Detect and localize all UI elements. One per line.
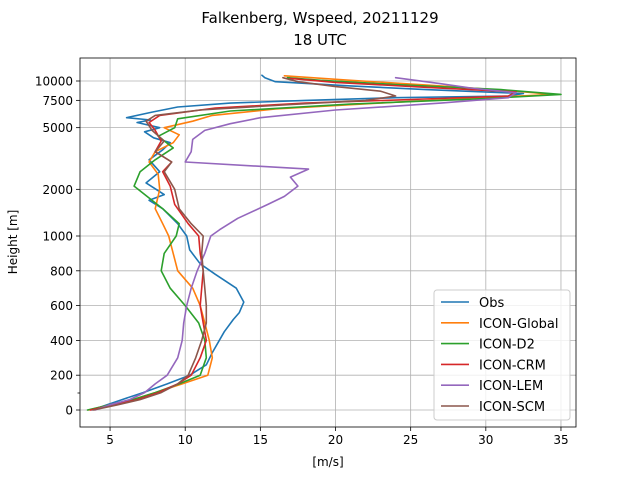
chart-subtitle: 18 UTC bbox=[293, 31, 347, 49]
legend: Obs ICON-Global ICON-D2 ICON-CRM ICON-LEM ICO… bbox=[433, 289, 571, 421]
legend-label-obs: Obs bbox=[479, 296, 504, 311]
x-tick-label: 15 bbox=[253, 433, 268, 447]
legend-label-icon-crm: ICON-CRM bbox=[479, 358, 546, 373]
y-tick-label: 200 bbox=[50, 369, 73, 383]
y-tick-label: 5000 bbox=[42, 121, 73, 135]
y-tick-label: 7500 bbox=[42, 94, 73, 108]
series-layer bbox=[86, 74, 562, 411]
x-tick-label: 25 bbox=[403, 433, 418, 447]
y-tick-label: 600 bbox=[50, 299, 73, 313]
y-tick-label: 0 bbox=[65, 404, 73, 418]
y-tick-label: 1000 bbox=[42, 230, 73, 244]
x-axis: 5 10 15 20 25 30 35 bbox=[106, 427, 569, 447]
y-tick-label: 10000 bbox=[35, 75, 73, 89]
series-line-icon-scm bbox=[92, 76, 397, 411]
chart-title: Falkenberg, Wspeed, 20211129 bbox=[201, 9, 438, 27]
y-tick-label: 400 bbox=[50, 334, 73, 348]
legend-label-icon-d2: ICON-D2 bbox=[479, 338, 535, 353]
x-axis-label: [m/s] bbox=[312, 455, 343, 469]
legend-label-icon-lem: ICON-LEM bbox=[479, 379, 543, 394]
plot-frame bbox=[79, 57, 577, 428]
y-tick-label: 800 bbox=[50, 264, 73, 278]
x-tick-label: 20 bbox=[328, 433, 343, 447]
legend-label-icon-global: ICON-Global bbox=[479, 317, 559, 332]
x-tick-label: 30 bbox=[478, 433, 493, 447]
y-axis-label: Height [m] bbox=[6, 210, 20, 275]
y-tick-label: 2000 bbox=[42, 183, 73, 197]
x-tick-label: 5 bbox=[106, 433, 114, 447]
x-tick-label: 35 bbox=[553, 433, 568, 447]
series-line-icon-lem bbox=[94, 76, 517, 411]
y-axis: 0 200 400 600 800 1000 2000 5000 7500 10000 bbox=[35, 75, 80, 418]
legend-label-icon-scm: ICON-SCM bbox=[479, 400, 545, 415]
series-line-icon-crm bbox=[89, 77, 517, 411]
x-tick-label: 10 bbox=[178, 433, 193, 447]
series-line-icon-d2 bbox=[86, 76, 562, 411]
